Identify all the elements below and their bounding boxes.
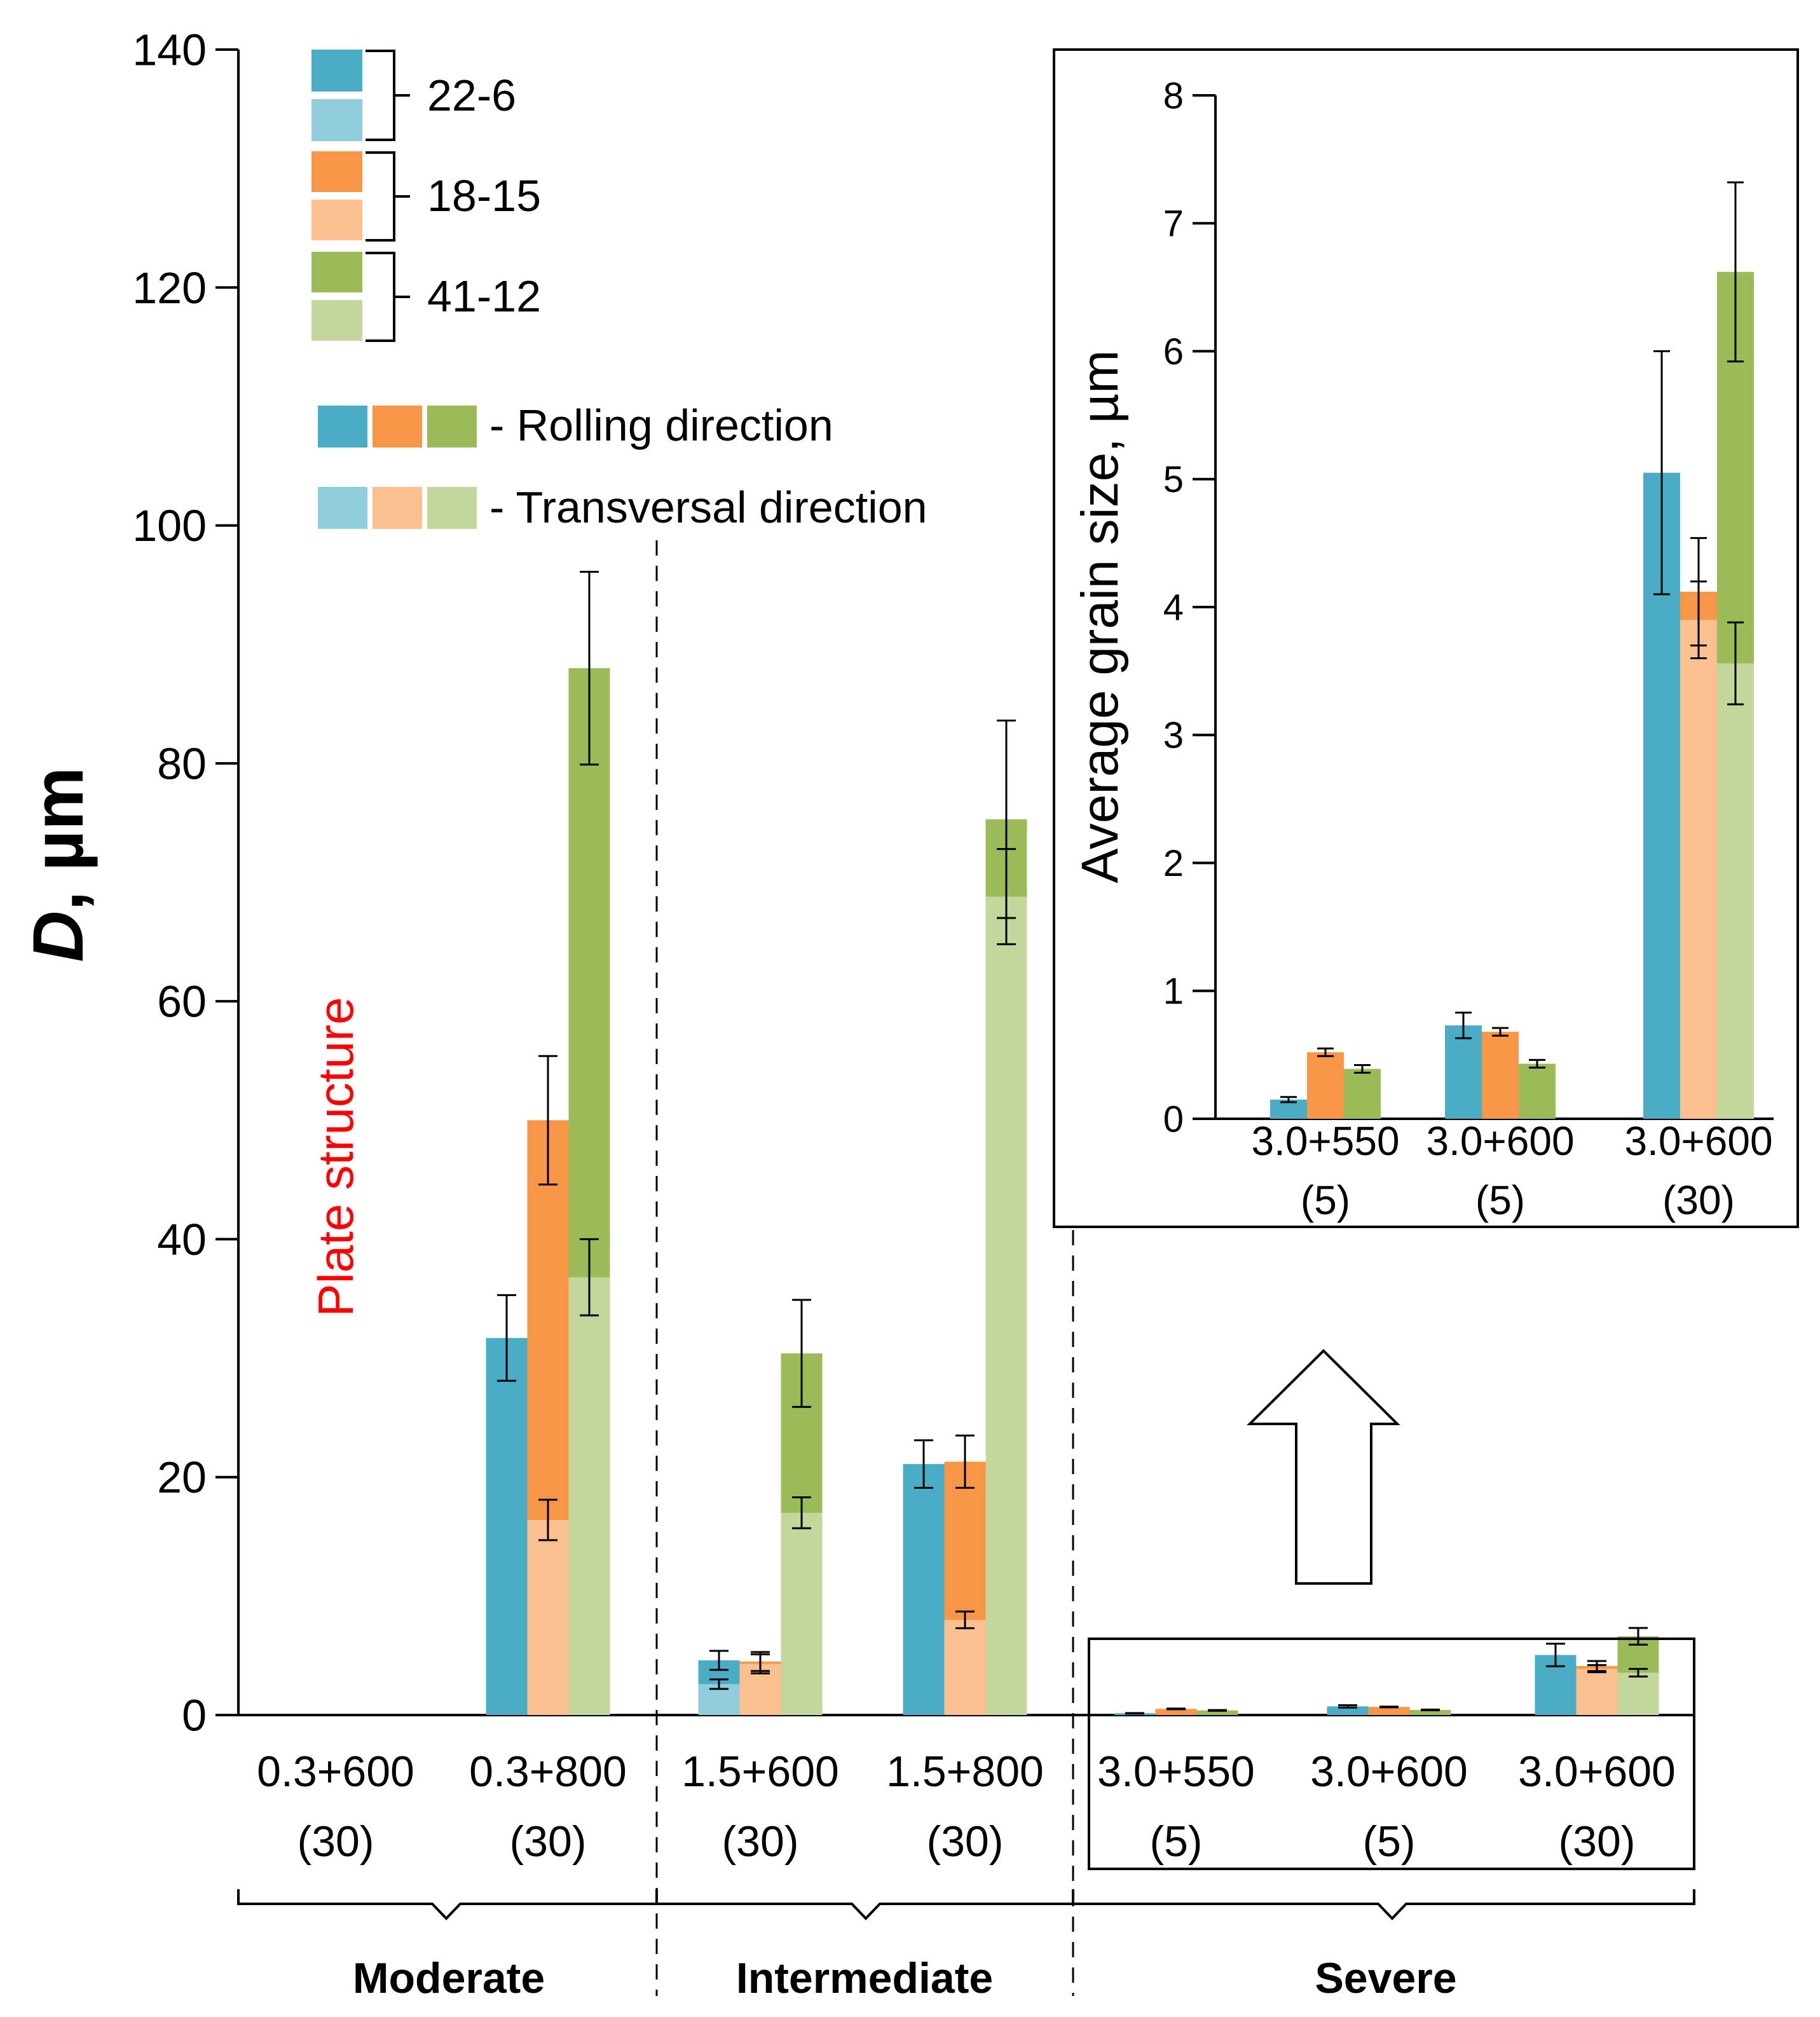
brace-intermediate [655, 1889, 1074, 1920]
inset-x-tick-label: (5) [1301, 1177, 1350, 1223]
main-y-tick-label: 20 [157, 1453, 207, 1502]
legend-swatch-41-12-transversal [311, 300, 362, 341]
legend-bracket-22-6 [366, 50, 410, 141]
main-bar-41-12-transversal [568, 1277, 610, 1715]
main-x-tick-label: 1.5+800 [886, 1747, 1044, 1796]
inset-y-tick-label: 7 [1163, 203, 1184, 245]
main-y-axis-label-rest: , µm [18, 767, 98, 910]
main-bar-22-6-rolling [903, 1464, 945, 1715]
main-bar-22-6-rolling [1327, 1706, 1369, 1715]
main-y-tick-label: 0 [182, 1691, 207, 1740]
severe-zoom-box [1088, 1638, 1695, 1870]
main-bar-18-15-rolling [1368, 1707, 1410, 1715]
legend-swatch-18-15-rolling [311, 151, 362, 192]
main-x-tick-label: (30) [298, 1817, 374, 1866]
inset-y-tick-label: 3 [1163, 715, 1184, 756]
brace-moderate [237, 1889, 658, 1920]
main-x-tick-label: 0.3+800 [469, 1747, 627, 1796]
legend-swatch-18-15-transversal [311, 200, 362, 240]
main-x-tick-label: 1.5+600 [681, 1747, 839, 1796]
plate-structure-annotation: Plate structure [308, 997, 364, 1317]
main-bar-41-12-rolling [1409, 1709, 1451, 1715]
inset-y-tick-label: 0 [1163, 1098, 1184, 1140]
main-y-tick-label: 60 [157, 977, 207, 1027]
main-y-tick-label: 120 [132, 263, 207, 313]
inset-error-bars [1280, 181, 1744, 1104]
inset-x-tick-label: 3.0+600 [1426, 1118, 1574, 1164]
inset-y-tick-label: 5 [1163, 459, 1184, 500]
legend-swatch-41-12-rolling [311, 252, 362, 292]
legend-transversal-label: - Transversal direction [489, 482, 927, 532]
legend-bracket-18-15 [366, 151, 410, 242]
main-y-tick-label: 100 [132, 501, 207, 550]
inset-bar-18-15-transversal [1680, 620, 1717, 1119]
main-y-tick-label: 140 [132, 25, 207, 75]
main-error-bars [497, 571, 1648, 1715]
legend-rolling-swatch-orange [373, 406, 422, 448]
main-bar-18-15-rolling [1155, 1709, 1197, 1715]
main-x-tick-label: (30) [722, 1817, 799, 1866]
legend-swatch-22-6-rolling [311, 50, 362, 92]
inset-x-tick-label: 3.0+600 [1624, 1118, 1772, 1164]
main-x-tick-label: 3.0+600 [1518, 1747, 1676, 1796]
main-bar-22-6-rolling [486, 1337, 528, 1715]
inset-x-tick-label: 3.0+550 [1251, 1118, 1399, 1164]
legend-label-41-12: 41-12 [427, 271, 541, 321]
legend-swatch-22-6-transversal [311, 99, 362, 141]
group-label-moderate: Moderate [353, 1954, 545, 2002]
main-bar-41-12-transversal [781, 1512, 823, 1715]
main-x-tick-label: (5) [1149, 1817, 1202, 1866]
inset-x-tick-label: (5) [1475, 1177, 1525, 1223]
inset-bar-22-6-rolling [1445, 1025, 1482, 1119]
group-label-severe: Severe [1315, 1954, 1456, 2002]
main-bar-41-12-transversal [985, 896, 1027, 1715]
main-bar-41-12-transversal [1617, 1672, 1659, 1715]
main-bars [486, 668, 1659, 1715]
main-y-tick-label: 40 [157, 1215, 207, 1264]
main-x-tick-label: (30) [927, 1817, 1004, 1866]
main-x-labels: 0.3+600 (30) 0.3+800 (30) 1.5+600 (30) 1.5+800… [257, 1747, 1676, 1866]
inset-axes: 0 1 2 3 4 5 6 7 8 [1163, 75, 1774, 1140]
main-x-tick-label: (30) [510, 1817, 587, 1866]
main-y-tick-label: 80 [157, 739, 207, 788]
inset-bar-41-12-rolling [1344, 1069, 1381, 1119]
legend-rolling-label: - Rolling direction [489, 400, 833, 450]
main-bar-41-12-rolling [1196, 1710, 1238, 1715]
main-x-tick-label: (5) [1362, 1817, 1415, 1866]
legend-rolling-swatch-teal [318, 406, 367, 448]
legend-transversal-swatch-teal [318, 487, 367, 529]
main-x-tick-label: (30) [1559, 1817, 1636, 1866]
inset-y-axis-label: Average grain size, µm [1071, 350, 1129, 884]
inset-y-tick-label: 1 [1163, 971, 1184, 1012]
main-x-tick-label: 3.0+550 [1097, 1747, 1255, 1796]
legend-transversal-swatch-green [427, 487, 477, 529]
brace-severe [1072, 1889, 1695, 1920]
inset-bar-18-15-rolling [1307, 1052, 1344, 1119]
legend-transversal-swatch-orange [373, 487, 422, 529]
up-arrow-icon [1247, 1349, 1400, 1585]
inset-bar-41-12-rolling [1519, 1063, 1556, 1119]
inset-y-tick-label: 4 [1163, 587, 1184, 628]
inset-bar-18-15-rolling [1482, 1032, 1519, 1119]
legend-label-18-15: 18-15 [427, 171, 541, 221]
inset-x-tick-label: (30) [1662, 1177, 1735, 1223]
main-y-axis-label: D, µm [18, 767, 98, 962]
main-bar-18-15-transversal [1576, 1669, 1618, 1715]
inset-y-tick-label: 6 [1163, 331, 1184, 373]
legend-rolling-swatch-green [427, 406, 477, 448]
legend-bracket-41-12 [366, 252, 410, 342]
inset-y-tick-label: 2 [1163, 843, 1184, 884]
inset-bar-41-12-transversal [1717, 663, 1754, 1119]
main-x-tick-label: 3.0+600 [1310, 1747, 1468, 1796]
main-x-tick-label: 0.3+600 [257, 1747, 414, 1796]
legend-label-22-6: 22-6 [427, 71, 516, 120]
group-label-intermediate: Intermediate [736, 1954, 993, 2002]
main-bar-18-15-transversal [944, 1620, 986, 1715]
legend: 22-6 18-15 41-12 - Rolling direction - T… [311, 50, 927, 532]
main-bar-18-15-transversal [527, 1520, 569, 1715]
inset-y-tick-label: 8 [1163, 75, 1184, 116]
inset-x-labels: 3.0+550 (5) 3.0+600 (5) 3.0+600 (30) [1251, 1118, 1772, 1223]
main-y-axis-label-italic: D [18, 911, 98, 962]
